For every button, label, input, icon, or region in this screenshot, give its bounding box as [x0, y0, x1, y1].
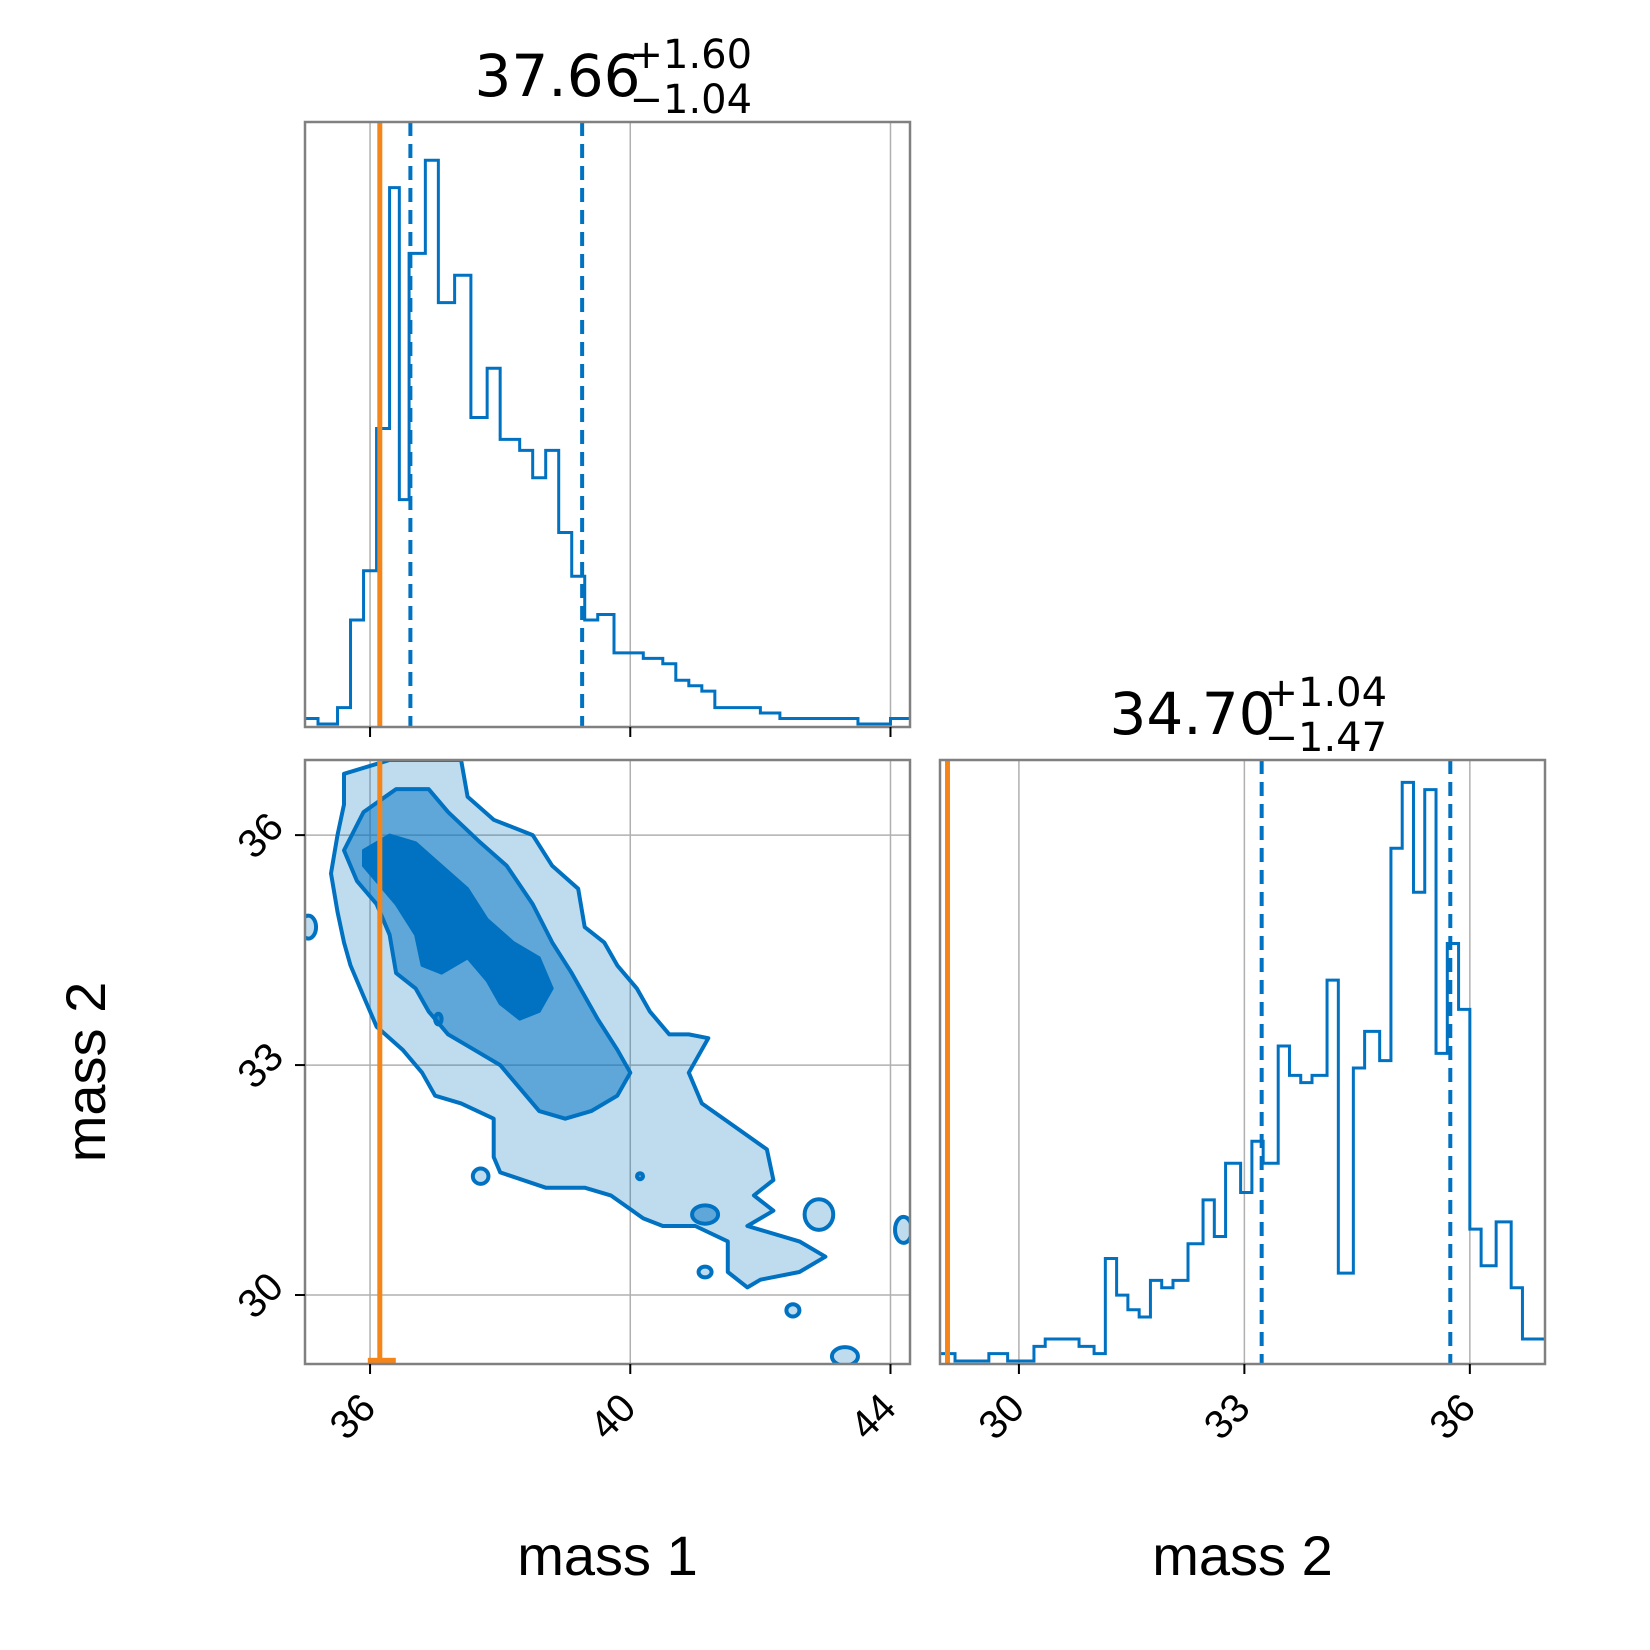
mass2-x-tick-label: 30 [970, 1386, 1033, 1449]
mass2-title: 34.70 [1109, 680, 1275, 748]
contour-island [433, 1011, 444, 1027]
joint-x-tick-label: 36 [322, 1386, 385, 1449]
mass1-hist-frame [303, 120, 912, 729]
joint-y-tick-labels: 30 33 36 [229, 805, 292, 1327]
mass2-x-tick-label: 36 [1421, 1386, 1484, 1449]
mass2-median: 34.70 [1109, 680, 1275, 748]
mass1-minus-error: −1.04 [630, 77, 753, 123]
contour-island [635, 1171, 646, 1182]
contour-island [690, 1203, 721, 1226]
mass2-plus-error: +1.04 [1265, 670, 1388, 716]
mass2-quantile-lines [1259, 760, 1453, 1364]
y-axis-label-mass2: mass 2 [54, 982, 117, 1163]
contour-island [893, 1214, 910, 1245]
mass1-median: 37.66 [474, 42, 640, 110]
mass1-quantile-lines [408, 122, 585, 727]
mass2-minus-error: −1.47 [1265, 715, 1388, 761]
mass2-x-tick-label: 33 [1196, 1386, 1259, 1449]
contour-island [784, 1302, 802, 1319]
mass2-hist-ticks [1017, 1364, 1471, 1374]
contour-island [802, 1197, 836, 1232]
joint-frame [303, 758, 912, 1366]
joint-y-tick-label: 36 [229, 805, 292, 868]
x-axis-label-mass2: mass 2 [1152, 1524, 1333, 1587]
mass2-hist-frame [938, 758, 1547, 1366]
joint-y-tick-label: 33 [229, 1034, 292, 1097]
mass2-hist-grid [1018, 760, 1471, 1364]
panel-mass1-hist: 37.66 +1.60 −1.04 [303, 32, 912, 737]
contour-inner [362, 833, 554, 1021]
contour-island [305, 913, 319, 941]
joint-x-tick-label: 40 [582, 1386, 645, 1449]
mass1-title: 37.66 [474, 42, 640, 110]
contour-island [696, 1264, 714, 1280]
mass2-histogram-step [940, 780, 1545, 1363]
contour-island [829, 1345, 860, 1364]
joint-x-tick-label: 44 [842, 1386, 905, 1449]
mass1-hist-grid [369, 122, 892, 727]
joint-ticks [295, 834, 892, 1374]
panel-joint: 36 40 44 30 33 36 mass 1 mass 2 [54, 758, 912, 1587]
joint-y-tick-label: 30 [229, 1264, 292, 1327]
joint-x-tick-labels: 36 40 44 [322, 1386, 905, 1449]
mass1-hist-ticks [369, 727, 892, 737]
contour-island [470, 1166, 491, 1186]
mass1-histogram-step [305, 158, 910, 726]
x-axis-label-mass1: mass 1 [517, 1524, 698, 1587]
contour-islands [305, 913, 910, 1364]
panel-mass2-hist: 30 33 36 34.70 +1.04 −1.47 mass 2 [938, 670, 1547, 1587]
mass2-x-tick-labels: 30 33 36 [970, 1386, 1484, 1449]
mass1-plus-error: +1.60 [630, 32, 753, 78]
joint-truth-marker [367, 1357, 396, 1364]
